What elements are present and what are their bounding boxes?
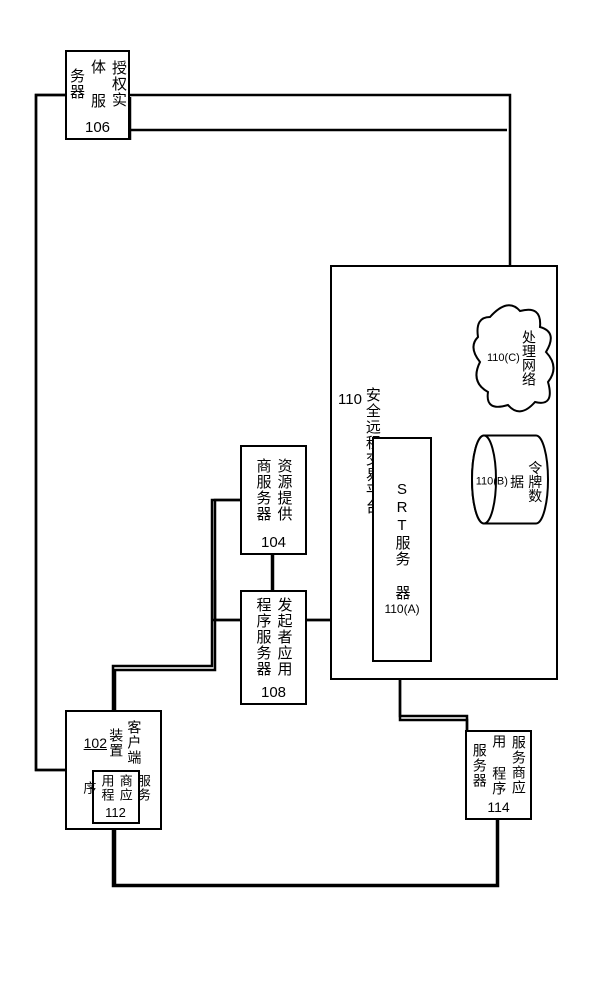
platform-id: 110	[338, 391, 362, 408]
auth-entity-server-id: 106	[85, 117, 110, 138]
client-inner-app-id: 112	[105, 804, 126, 822]
token-db-label: 令牌数据	[509, 461, 543, 503]
proc-network-node: 处理网络 110(C)	[470, 297, 555, 417]
service-provider-app-label: 服务商应用 程序服务器	[469, 732, 528, 798]
service-provider-app-id: 114	[487, 798, 509, 818]
initiator-app-node: 发起者应用 程序服务器 108	[240, 590, 307, 705]
initiator-app-label: 发起者应用 程序服务器	[253, 592, 295, 682]
client-inner-app-node: 服务商应用程序 112	[92, 770, 140, 825]
client-device-node: 客户端装置 102 服务商应用程序 112	[65, 710, 162, 830]
srt-server-id: 110(A)	[384, 601, 419, 618]
token-db-label-wrap: 令牌数据 110(B)	[476, 458, 545, 506]
platform-container: 安全远程交易平台 110 SRT服务 器 110(A) 令牌数据 110(B) …	[330, 265, 558, 680]
service-provider-app-node: 服务商应用 程序服务器 114	[465, 730, 532, 820]
auth-entity-server-node: 授权实体 服务器 106	[65, 50, 130, 140]
resource-provider-node: 资源提供 商服务器 104	[240, 445, 307, 555]
auth-entity-server-label: 授权实体 服务器	[66, 52, 129, 115]
proc-network-id: 110(C)	[487, 351, 520, 365]
token-db-node: 令牌数据 110(B)	[470, 432, 550, 527]
client-inner-app-label: 服务商应用程序	[79, 772, 152, 804]
srt-server-label: SRT服务 器	[392, 481, 413, 601]
client-device-label: 客户端装置	[108, 720, 142, 765]
resource-provider-label: 资源提供 商服务器	[253, 447, 295, 532]
initiator-app-id: 108	[261, 682, 286, 703]
srt-server-node: SRT服务 器 110(A)	[372, 437, 432, 662]
token-db-id: 110(B)	[476, 475, 508, 489]
proc-network-label: 处理网络	[521, 330, 537, 386]
resource-provider-id: 104	[261, 532, 286, 553]
client-device-id: 102	[84, 734, 107, 752]
proc-network-label-wrap: 处理网络 110(C)	[487, 330, 538, 386]
